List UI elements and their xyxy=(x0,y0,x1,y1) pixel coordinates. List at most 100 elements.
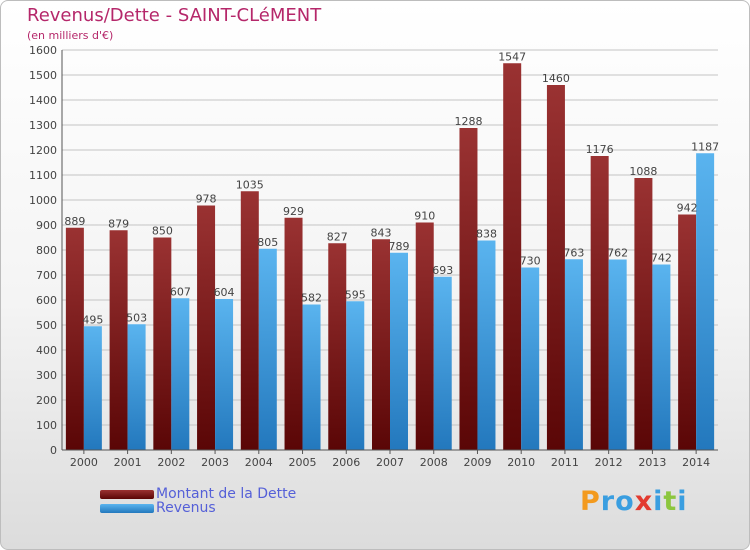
bar-revenus xyxy=(258,248,277,450)
y-tick-label: 0 xyxy=(50,444,57,457)
x-tick-label: 2002 xyxy=(157,456,185,469)
y-tick-label: 100 xyxy=(36,419,57,432)
x-tick-label: 2000 xyxy=(70,456,98,469)
bar-revenus xyxy=(127,324,146,450)
bar-revenus xyxy=(608,259,627,450)
logo-letter: i xyxy=(677,486,688,517)
y-tick-label: 1100 xyxy=(29,169,57,182)
legend-label-debt: Montant de la Dette xyxy=(156,486,297,502)
y-tick-label: 1600 xyxy=(29,44,57,57)
logo-letter: o xyxy=(615,486,635,517)
logo-letter: r xyxy=(600,486,616,517)
value-label-debt: 1176 xyxy=(586,143,614,156)
logo-letter: i xyxy=(653,486,664,517)
value-label-revenus: 838 xyxy=(476,228,497,241)
y-tick-label: 600 xyxy=(36,294,57,307)
y-tick-label: 500 xyxy=(36,319,57,332)
bar-revenus xyxy=(564,259,583,450)
x-tick-label: 2004 xyxy=(245,456,273,469)
bar-revenus xyxy=(302,304,321,450)
bar-revenus xyxy=(652,264,671,450)
chart-subtitle: (en milliers d'€) xyxy=(27,29,114,42)
axes: 0 100 200 300 400 500 600 700 800 900 1000 1100 1200… xyxy=(29,44,718,469)
bar-revenus xyxy=(346,301,365,450)
x-tick-label: 2006 xyxy=(332,456,360,469)
value-label-debt: 929 xyxy=(283,205,304,218)
value-label-revenus: 762 xyxy=(607,247,628,260)
bar-revenus xyxy=(390,252,408,450)
bar-debt xyxy=(328,243,347,450)
bar-revenus xyxy=(171,298,190,450)
bar-revenus xyxy=(477,240,496,450)
legend-item-revenus: Revenus xyxy=(100,500,216,516)
value-label-debt: 978 xyxy=(196,193,217,206)
value-label-revenus: 582 xyxy=(301,292,322,305)
value-label-revenus: 730 xyxy=(520,255,541,268)
value-label-debt: 1460 xyxy=(542,72,570,85)
bar-revenus xyxy=(83,326,102,450)
bar-debt xyxy=(197,205,216,450)
x-tick-label: 2005 xyxy=(289,456,317,469)
value-label-debt: 879 xyxy=(108,217,129,230)
bar-debt xyxy=(284,217,303,450)
logo-letter: P xyxy=(580,486,601,517)
value-label-revenus: 693 xyxy=(432,264,453,277)
bar-revenus xyxy=(521,267,540,450)
bar-debt xyxy=(590,156,609,450)
value-label-revenus: 595 xyxy=(345,288,366,301)
bar-debt xyxy=(65,227,84,450)
x-tick-label: 2010 xyxy=(507,456,535,469)
x-tick-label: 2001 xyxy=(114,456,142,469)
y-tick-label: 300 xyxy=(36,369,57,382)
value-label-debt: 850 xyxy=(152,225,173,238)
bar-debt xyxy=(546,85,565,450)
bar-debt xyxy=(459,128,478,450)
y-tick-label: 1500 xyxy=(29,69,57,82)
value-label-debt: 1288 xyxy=(454,115,482,128)
proxiti-logo: Proxiti xyxy=(580,486,688,517)
y-tick-label: 900 xyxy=(36,219,57,232)
x-tick-label: 2003 xyxy=(201,456,229,469)
value-label-revenus: 805 xyxy=(257,236,278,249)
bar-debt xyxy=(678,214,697,450)
bars xyxy=(65,63,715,450)
value-label-debt: 889 xyxy=(64,215,85,228)
bar-debt xyxy=(153,237,172,450)
value-label-debt: 827 xyxy=(327,230,348,243)
legend-swatch-debt xyxy=(100,489,154,499)
legend-swatch-revenus xyxy=(100,503,154,513)
value-label-revenus: 742 xyxy=(651,252,672,265)
legend-label-revenus: Revenus xyxy=(156,500,216,516)
y-tick-label: 200 xyxy=(36,394,57,407)
value-label-revenus: 503 xyxy=(126,311,147,324)
value-label-debt: 1088 xyxy=(629,165,657,178)
bar-debt xyxy=(634,178,653,450)
logo-letter: t xyxy=(663,486,678,517)
x-tick-label: 2008 xyxy=(420,456,448,469)
y-tick-label: 1000 xyxy=(29,194,57,207)
value-label-revenus: 789 xyxy=(389,240,410,253)
value-label-debt: 1035 xyxy=(236,178,264,191)
x-tick-label: 2012 xyxy=(595,456,623,469)
y-tick-label: 800 xyxy=(36,244,57,257)
value-labels: 889 495 879 503 850 607 978 604 1035 805 929 582 827… xyxy=(64,50,719,326)
y-tick-label: 700 xyxy=(36,269,57,282)
x-tick-label: 2009 xyxy=(463,456,491,469)
value-label-revenus: 604 xyxy=(214,286,235,299)
bar-debt xyxy=(240,191,259,450)
x-tick-label: 2007 xyxy=(376,456,404,469)
x-tick-label: 2014 xyxy=(682,456,710,469)
value-label-debt: 942 xyxy=(677,202,698,215)
bar-debt xyxy=(109,230,128,450)
chart-title: Revenus/Dette - SAINT-CLéMENT xyxy=(27,5,322,26)
x-tick-label: 2011 xyxy=(551,456,579,469)
bar-debt xyxy=(503,63,522,450)
x-tick-label: 2013 xyxy=(638,456,666,469)
y-tick-label: 1400 xyxy=(29,94,57,107)
value-label-revenus: 1187 xyxy=(691,140,719,153)
y-tick-label: 1200 xyxy=(29,144,57,157)
y-tick-label: 400 xyxy=(36,344,57,357)
value-label-debt: 1547 xyxy=(498,50,526,63)
value-label-revenus: 495 xyxy=(82,313,103,326)
